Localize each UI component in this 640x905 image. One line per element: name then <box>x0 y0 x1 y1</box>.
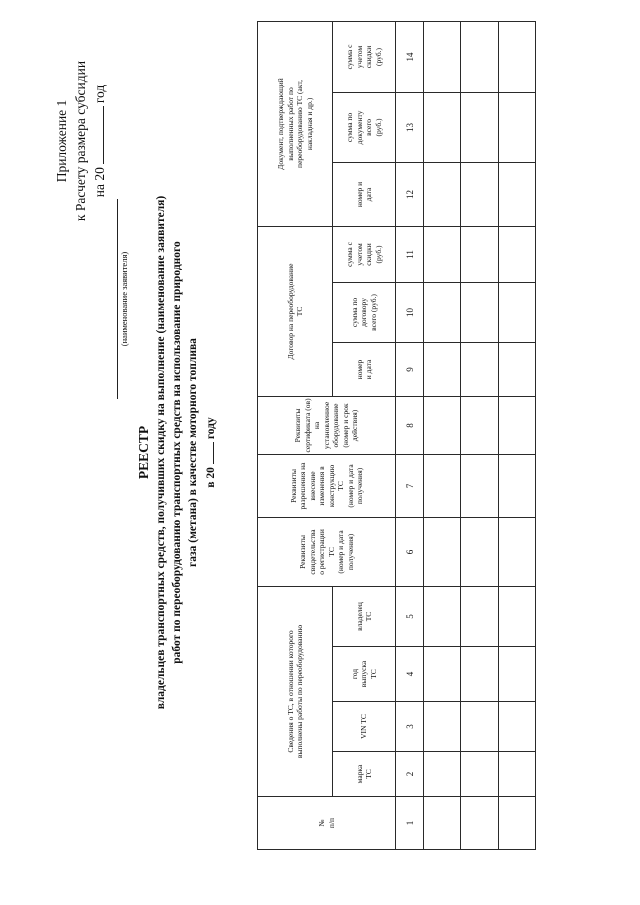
empty-cell <box>460 586 499 647</box>
empty-cell <box>498 646 536 702</box>
title-heading: РЕЕСТР <box>136 425 151 480</box>
col-header-contract-total: сумма по договору всего (руб.) <box>332 282 396 343</box>
empty-cell <box>498 701 536 752</box>
empty-cell <box>498 796 536 850</box>
column-number-cell: 13 <box>395 92 424 163</box>
column-number-row: 1 2 3 4 5 6 7 8 9 10 11 12 13 14 <box>395 21 424 850</box>
empty-cell <box>460 796 499 850</box>
appendix-year-prefix: на 20 <box>92 167 107 198</box>
empty-cell <box>498 454 536 518</box>
col-header-registration-cert: Реквизиты свидетельства о регистрации ТС… <box>257 517 396 587</box>
col-header-contract: Договор на переоборудование ТС <box>257 226 333 397</box>
registry-table: № п/п Сведения о ТС, в отношении которог… <box>257 20 536 850</box>
empty-cell <box>423 646 461 702</box>
column-number-cell: 14 <box>395 21 424 93</box>
col-header-owner: владелец ТС <box>332 586 396 647</box>
empty-cell <box>460 701 499 752</box>
column-number-cell: 12 <box>395 162 424 227</box>
title-year-prefix: в 20 <box>205 467 217 488</box>
title-year-suffix: году <box>205 417 217 440</box>
title-line-2: владельцев транспортных средств, получив… <box>155 195 167 710</box>
empty-cell <box>423 342 461 397</box>
empty-cell <box>460 396 499 455</box>
empty-cell <box>498 92 536 163</box>
col-header-vin: VIN ТС <box>332 701 396 752</box>
year-blank-line <box>91 106 104 165</box>
empty-cell <box>498 751 536 797</box>
empty-cell <box>423 396 461 455</box>
col-header-vehicle-info: Сведения о ТС, в отношении которого выпо… <box>257 586 333 797</box>
empty-cell <box>498 396 536 455</box>
empty-cell <box>460 162 499 227</box>
empty-cell <box>498 226 536 283</box>
empty-cell <box>423 796 461 850</box>
empty-cell <box>423 751 461 797</box>
column-number-cell: 2 <box>395 751 424 797</box>
column-number-cell: 3 <box>395 701 424 752</box>
empty-cell <box>423 282 461 343</box>
col-header-doc-total: сумма по документу всего (руб.) <box>332 92 396 163</box>
empty-cell <box>460 517 499 587</box>
title-line-3: работ по переоборудованию транспортных с… <box>171 241 183 664</box>
empty-cell <box>423 586 461 647</box>
empty-cell <box>460 646 499 702</box>
empty-cell <box>423 454 461 518</box>
column-number-cell: 5 <box>395 586 424 647</box>
empty-cell <box>498 162 536 227</box>
empty-cell <box>498 342 536 397</box>
col-header-brand: марка ТС <box>332 751 396 797</box>
col-header-doc-discounted: сумма с учетом скидки (руб.) <box>332 21 396 93</box>
title-year-line: в 20 году <box>201 0 219 905</box>
table-row <box>498 21 536 850</box>
col-header-year: год выпуска ТС <box>332 646 396 702</box>
empty-cell <box>498 21 536 93</box>
applicant-caption: (наименование заявителя) <box>119 251 129 347</box>
col-header-equipment-cert: Реквизиты сертификата (ов) на установлен… <box>257 396 396 455</box>
col-header-contract-discounted: сумма с учетом скидки (руб.) <box>332 226 396 283</box>
title-line-4: газа (метана) в качестве моторного топли… <box>187 338 199 567</box>
empty-cell <box>423 21 461 93</box>
empty-cell <box>460 454 499 518</box>
empty-cell <box>423 226 461 283</box>
empty-cell <box>423 701 461 752</box>
applicant-underline <box>103 199 118 399</box>
col-header-num: № п/п <box>257 796 396 850</box>
empty-cell <box>460 226 499 283</box>
appendix-line-1: Приложение 1 <box>54 99 69 183</box>
empty-cell <box>460 282 499 343</box>
empty-cell <box>460 751 499 797</box>
empty-cell <box>423 92 461 163</box>
column-number-cell: 6 <box>395 517 424 587</box>
column-number-cell: 10 <box>395 282 424 343</box>
appendix-line-2: к Расчету размера субсидии <box>73 60 88 222</box>
appendix-year-suffix: год <box>92 84 107 104</box>
empty-cell <box>423 162 461 227</box>
col-header-modification-permit: Реквизиты разрешения на внесение изменен… <box>257 454 396 518</box>
empty-cell <box>460 92 499 163</box>
empty-cell <box>498 586 536 647</box>
title-year-blank <box>201 442 214 465</box>
col-header-doc-number: номер и дата <box>332 162 396 227</box>
empty-cell <box>423 517 461 587</box>
header-group-row: № п/п Сведения о ТС, в отношении которог… <box>257 21 396 850</box>
empty-cell <box>498 517 536 587</box>
column-number-cell: 4 <box>395 646 424 702</box>
table-row <box>423 21 461 850</box>
appendix-note: Приложение 1 к Расчету размера субсидии … <box>52 16 109 266</box>
column-number-cell: 1 <box>395 796 424 850</box>
column-number-cell: 11 <box>395 226 424 283</box>
column-number-cell: 7 <box>395 454 424 518</box>
table-row <box>460 21 499 850</box>
empty-cell <box>460 342 499 397</box>
document-title: РЕЕСТР владельцев транспортных средств, … <box>135 0 219 905</box>
applicant-name-block: (наименование заявителя) <box>103 199 130 399</box>
column-number-cell: 9 <box>395 342 424 397</box>
column-number-cell: 8 <box>395 396 424 455</box>
col-header-work-document: Документ, подтверждающий выполненных раб… <box>257 21 333 227</box>
empty-cell <box>460 21 499 93</box>
col-header-contract-number: номер и дата <box>332 342 396 397</box>
empty-cell <box>498 282 536 343</box>
